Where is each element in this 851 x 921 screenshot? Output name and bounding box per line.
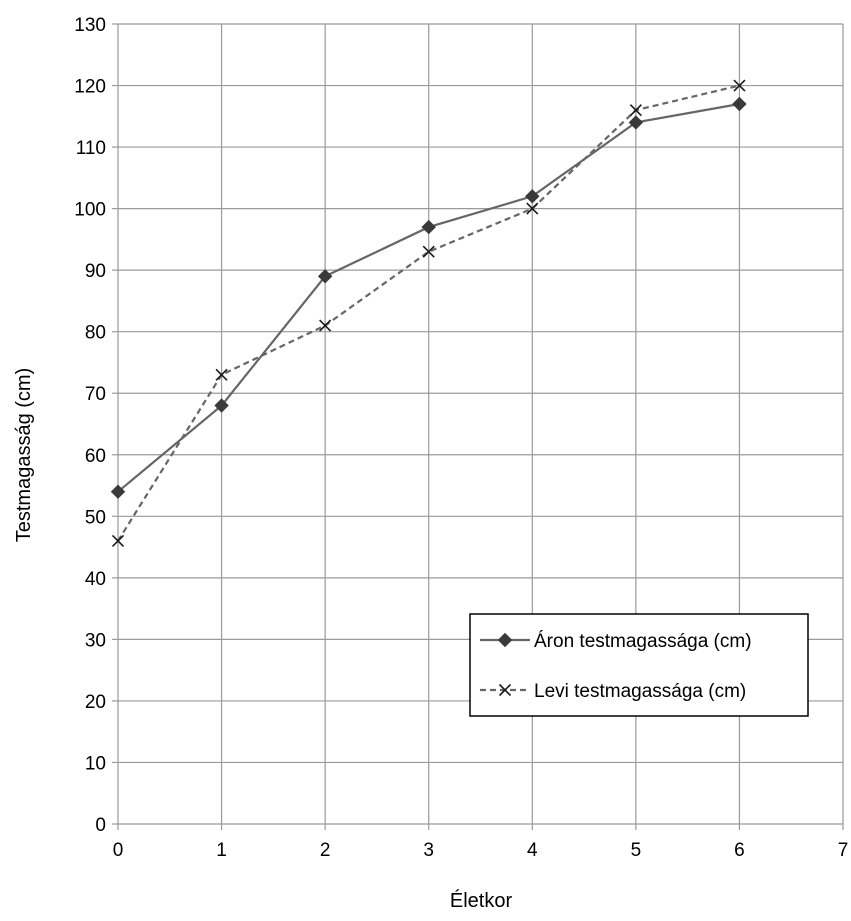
data-point-series-1 <box>629 104 642 117</box>
data-point-series-1 <box>111 534 125 547</box>
data-point-series-1 <box>215 368 228 381</box>
data-point-series-1 <box>319 319 332 332</box>
x-axis-ticks: 0 1 2 3 4 5 6 7 <box>113 840 849 861</box>
data-point-series-0 <box>110 484 126 499</box>
legend: Áron testmagassága (cm) Levi testmagasság… <box>469 613 809 717</box>
y-tick-label: 110 <box>76 138 106 159</box>
data-point-series-0 <box>421 219 436 235</box>
data-point-series-1 <box>526 202 539 215</box>
x-tick-label: 4 <box>527 840 538 861</box>
x-tick-label: 5 <box>631 840 642 861</box>
y-tick-label: 90 <box>85 261 106 282</box>
legend-marker-1 <box>498 683 512 697</box>
data-point-series-1 <box>733 79 746 92</box>
data-point-series-0 <box>525 189 540 204</box>
y-tick-label: 50 <box>85 507 106 528</box>
legend-label-0: Áron testmagassága (cm) <box>534 631 752 652</box>
y-tick-label: 30 <box>85 630 106 651</box>
legend-label-1: Levi testmagassága (cm) <box>534 681 746 702</box>
y-tick-label: 20 <box>85 692 106 713</box>
y-tick-label: 100 <box>74 200 106 221</box>
y-axis-ticks: 0 10 20 30 40 50 60 70 80 90 100 110 120 130 <box>74 15 106 836</box>
y-tick-label: 60 <box>85 446 106 467</box>
y-tick-label: 0 <box>95 815 106 836</box>
data-point-series-0 <box>628 115 644 130</box>
data-point-series-0 <box>317 269 333 284</box>
x-axis-title: Életkor <box>450 889 513 912</box>
x-tick-label: 3 <box>423 840 434 861</box>
y-tick-label: 40 <box>85 569 106 590</box>
x-tick-label: 0 <box>113 840 124 861</box>
y-tick-label: 80 <box>85 323 106 344</box>
y-axis-title: Testmagasság (cm) <box>13 368 35 543</box>
data-point-series-0 <box>214 398 229 413</box>
y-tick-label: 130 <box>74 15 106 36</box>
x-tick-label: 1 <box>216 840 227 861</box>
legend-box <box>469 613 809 717</box>
x-tick-label: 2 <box>320 840 331 861</box>
legend-marker-0 <box>497 632 513 648</box>
data-point-series-0 <box>732 96 747 112</box>
y-tick-label: 70 <box>85 384 106 405</box>
x-tick-label: 7 <box>838 840 849 861</box>
data-point-series-1 <box>422 245 435 258</box>
y-tick-label: 10 <box>85 753 106 774</box>
series-group <box>110 79 747 547</box>
x-tick-label: 6 <box>734 840 745 861</box>
y-tick-label: 120 <box>74 77 106 98</box>
